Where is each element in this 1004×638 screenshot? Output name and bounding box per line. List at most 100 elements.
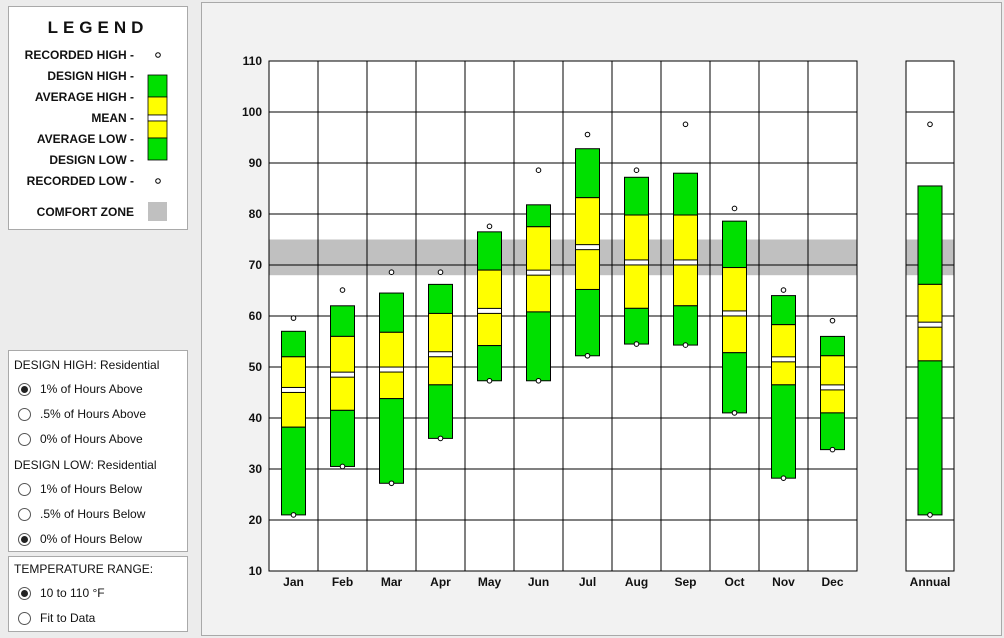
bar-dec-recorded-low-point — [829, 446, 836, 453]
bar-may-recorded-low-point — [486, 377, 493, 384]
x-tick-label-dec: Dec — [821, 575, 843, 589]
design-high-label: DESIGN HIGH: Residential — [14, 358, 160, 372]
bar-oct-design-high-segment — [722, 220, 747, 269]
y-tick-label: 90 — [249, 156, 263, 170]
design-high-option-1[interactable]: 1% of Hours Above — [18, 380, 143, 398]
option-label: 0% of Hours Below — [40, 532, 143, 546]
radio-button[interactable] — [18, 382, 31, 396]
temperature-range-label: TEMPERATURE RANGE: — [14, 562, 154, 576]
y-tick-label: 110 — [243, 54, 263, 68]
option-label: .5% of Hours Above — [40, 407, 147, 421]
bar-jun-recorded-high-point — [535, 167, 542, 173]
legend-comfort-zone: COMFORT ZONE — [36, 205, 134, 219]
bar-sep-design-low-segment — [673, 305, 698, 346]
x-tick-label-sep: Sep — [674, 575, 696, 589]
bar-may-average-low-segment — [477, 310, 502, 347]
bar-nov-mean-marker — [771, 356, 796, 363]
bar-may-design-high-segment — [477, 231, 502, 271]
bar-aug-average-high-segment — [624, 214, 649, 263]
option-label: 1% of Hours Below — [40, 482, 143, 496]
bar-annual-average-high-segment — [917, 283, 943, 326]
bar-dec-recorded-high-point — [829, 317, 836, 324]
radio-button[interactable] — [18, 532, 31, 546]
y-tick-label: 30 — [249, 462, 263, 476]
design-low-option-2[interactable]: .5% of Hours Below — [18, 505, 145, 523]
bar-sep-design-high-segment — [673, 172, 698, 216]
bar-may-mean-marker — [477, 307, 502, 314]
option-label: 1% of Hours Above — [40, 382, 143, 396]
bar-mar-design-high-segment — [379, 292, 404, 333]
bar-mar-recorded-high-point — [388, 269, 395, 276]
legend-recorded-low: RECORDED LOW - — [26, 174, 134, 188]
bar-mar-average-high-segment — [379, 331, 404, 371]
bar-annual-recorded-low-point — [927, 512, 933, 518]
bar-dec-average-low-segment — [820, 386, 845, 414]
bar-aug-average-low-segment — [624, 261, 649, 309]
design-high-option-3[interactable]: 0% of Hours Above — [18, 430, 143, 448]
bar-feb-recorded-low-point — [339, 463, 346, 470]
x-tick-label-jan: Jan — [283, 575, 304, 589]
bar-apr-recorded-high-point — [437, 269, 444, 276]
temp-range-option-1[interactable]: 10 to 110 °F — [18, 584, 105, 602]
bar-apr-mean-marker — [428, 351, 453, 358]
bar-apr-design-low-segment — [428, 384, 453, 439]
bar-nov-design-high-segment — [771, 295, 796, 326]
bar-dec-average-high-segment — [820, 355, 845, 388]
legend-mean-swatch — [147, 114, 168, 122]
x-tick-label-jun: Jun — [528, 575, 549, 589]
bar-jun-recorded-low-point — [535, 377, 542, 384]
bar-annual-design-low-segment — [917, 360, 943, 516]
bar-oct-average-low-segment — [722, 312, 747, 354]
design-high-option-2[interactable]: .5% of Hours Above — [18, 405, 146, 423]
x-tick-label-aug: Aug — [625, 575, 648, 589]
bar-jun-average-high-segment — [526, 226, 551, 274]
x-tick-label-jul: Jul — [579, 575, 596, 589]
bar-nov-recorded-low-point — [780, 475, 787, 481]
bar-mar-average-low-segment — [379, 369, 404, 400]
radio-button[interactable] — [18, 432, 31, 446]
temperature-chart: 10 20 30 40 50 60 70 80 90 100 110 Jan Feb Mar Apr May J… — [242, 54, 955, 589]
bar-jun-mean-marker — [526, 269, 551, 276]
bar-sep-mean-marker — [673, 259, 698, 266]
bar-nov-average-low-segment — [771, 358, 796, 386]
legend-yellow-low-swatch — [147, 120, 168, 139]
y-tick-label: 10 — [249, 564, 263, 578]
bar-sep-average-high-segment — [673, 214, 698, 263]
radio-button[interactable] — [18, 611, 31, 625]
x-tick-label-nov: Nov — [772, 575, 795, 589]
bar-jun-design-high-segment — [526, 204, 551, 228]
x-tick-label-mar: Mar — [381, 575, 403, 589]
chart-area: 10 20 30 40 50 60 70 80 90 100 110 Jan Feb Mar Apr May J… — [201, 2, 1002, 636]
legend-green-high-swatch — [147, 74, 168, 98]
bar-dec-design-high-segment — [820, 335, 845, 357]
y-tick-label: 20 — [249, 513, 263, 527]
temp-range-option-2[interactable]: Fit to Data — [18, 609, 95, 627]
design-low-label: DESIGN LOW: Residential — [14, 458, 157, 472]
radio-button[interactable] — [18, 586, 31, 600]
bar-dec-mean-marker — [820, 384, 845, 391]
bar-jan-design-low-segment — [281, 426, 306, 516]
bar-oct-recorded-low-point — [731, 410, 738, 416]
y-tick-label: 40 — [249, 411, 263, 425]
legend-average-high: AVERAGE HIGH - — [34, 90, 134, 104]
bar-jan-average-low-segment — [281, 389, 306, 428]
design-panel — [8, 350, 188, 552]
bar-apr-average-high-segment — [428, 312, 453, 355]
radio-button[interactable] — [18, 507, 31, 521]
bar-aug-recorded-low-point — [633, 341, 640, 347]
bar-jan-mean-marker — [281, 386, 306, 393]
radio-button[interactable] — [18, 482, 31, 496]
design-low-option-1[interactable]: 1% of Hours Below — [18, 480, 142, 498]
bar-aug-design-low-segment — [624, 307, 649, 345]
legend-mean: MEAN - — [91, 111, 134, 125]
bar-apr-recorded-low-point — [437, 435, 444, 442]
bar-may-average-high-segment — [477, 269, 502, 312]
option-label: 10 to 110 °F — [40, 586, 105, 600]
bar-jan-recorded-low-point — [290, 512, 297, 518]
y-tick-label: 70 — [249, 258, 263, 272]
radio-button[interactable] — [18, 407, 31, 421]
bar-jan-design-high-segment — [281, 330, 306, 358]
y-tick-label: 80 — [249, 207, 263, 221]
design-low-option-3[interactable]: 0% of Hours Below — [18, 530, 142, 548]
bar-sep-average-low-segment — [673, 261, 698, 307]
